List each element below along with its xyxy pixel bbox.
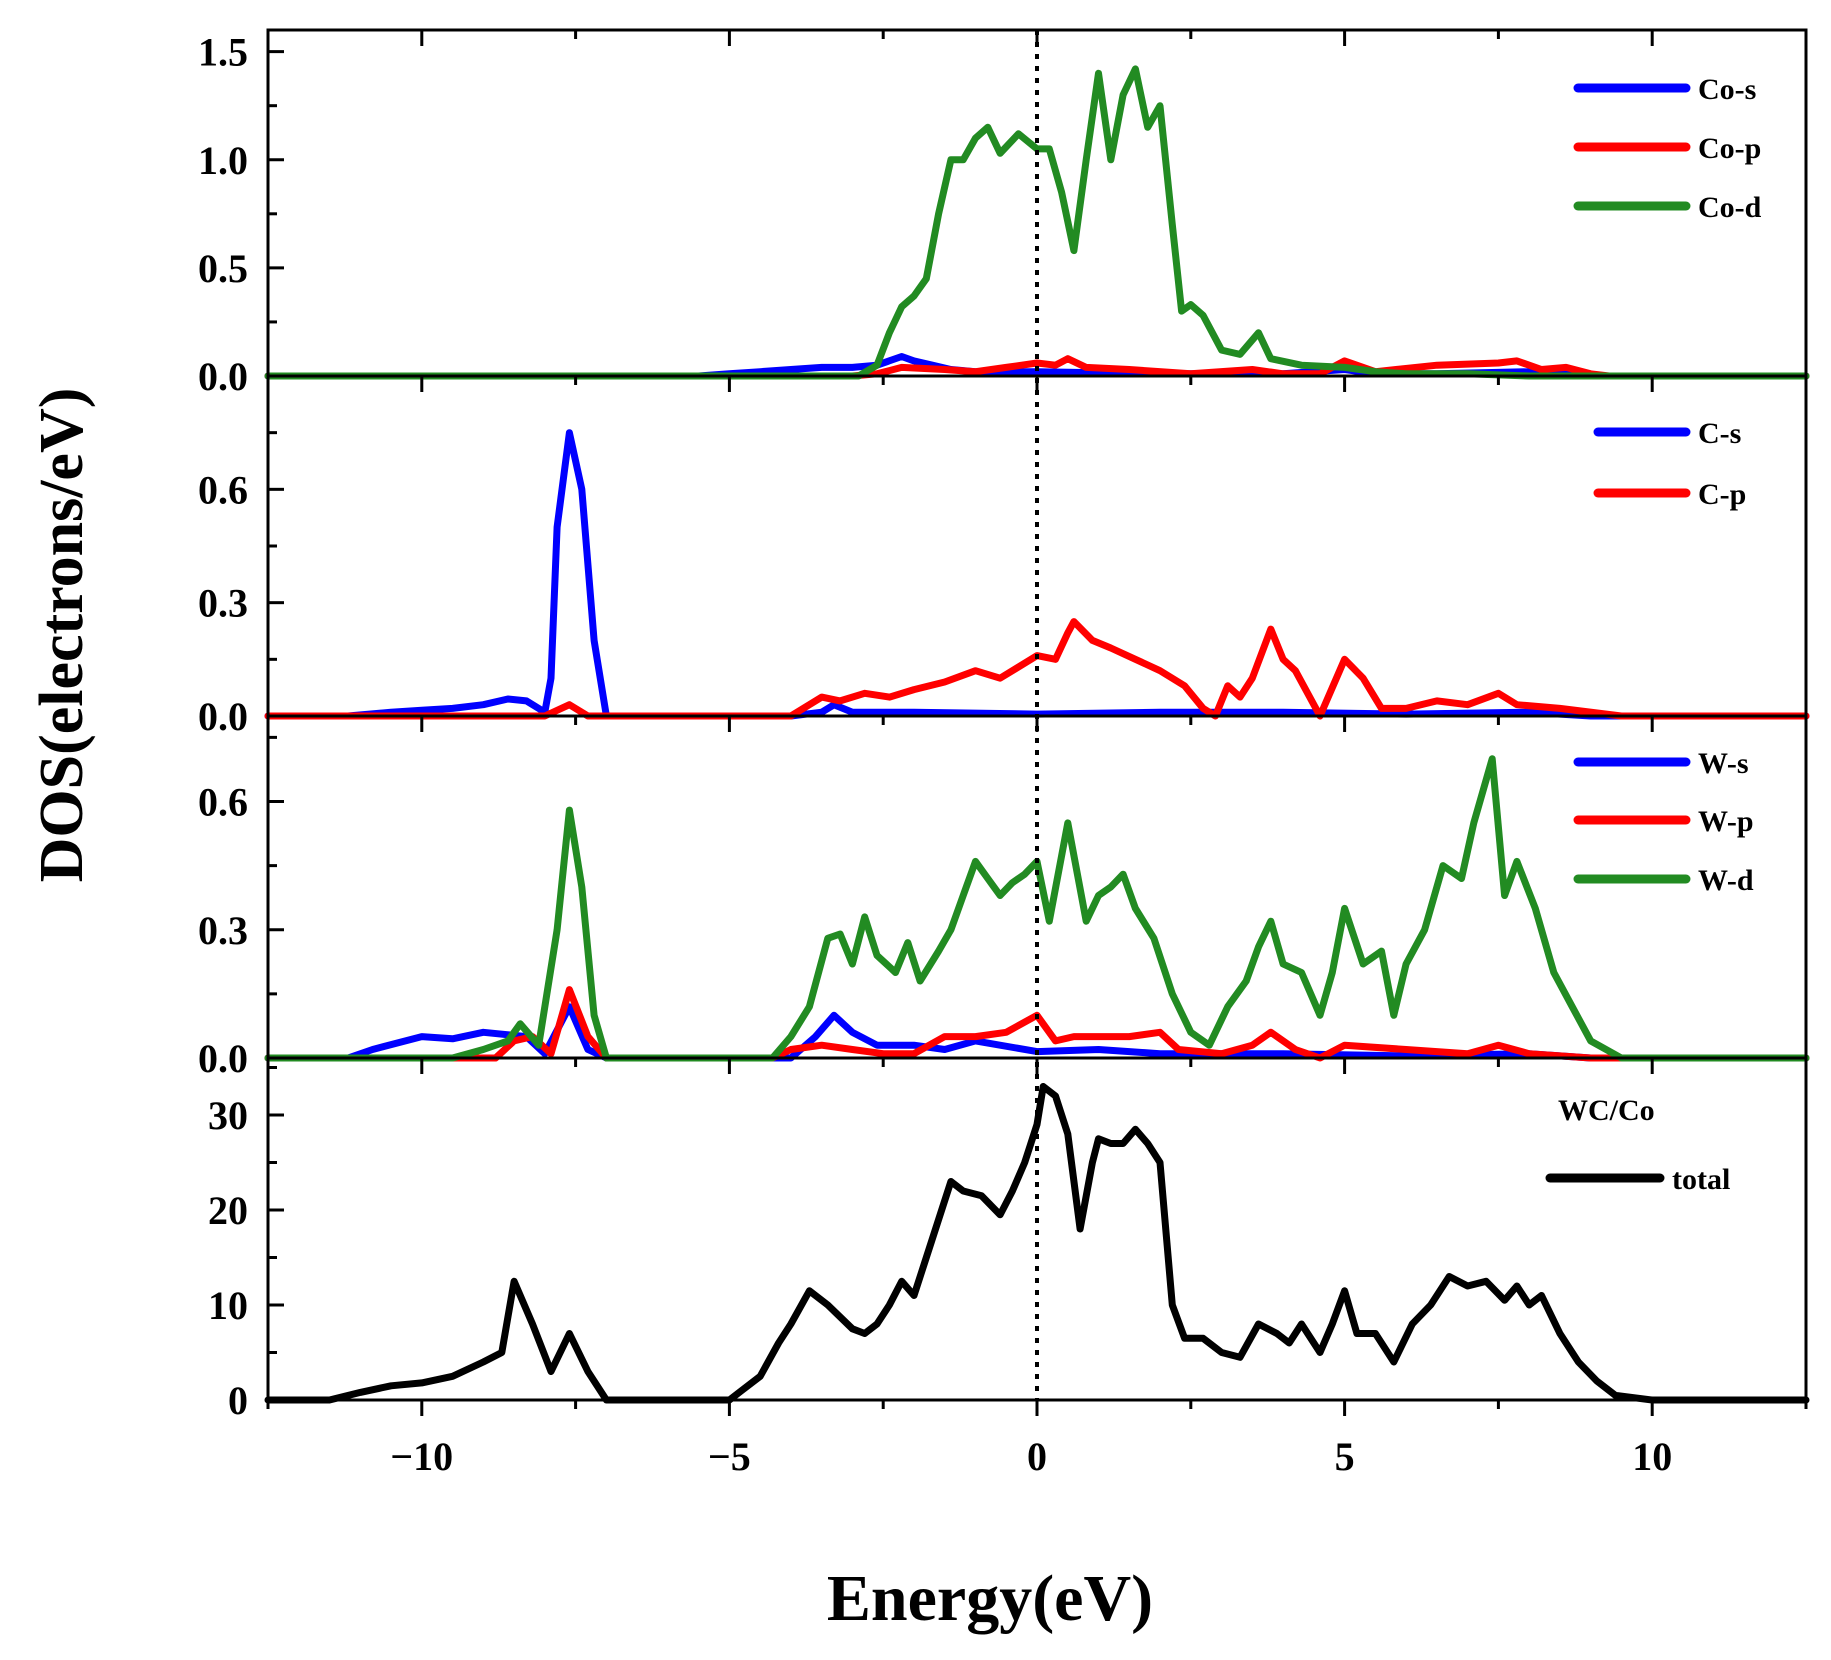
y-tick-label: 0.0	[198, 1036, 248, 1081]
legend-label-w-s: W-s	[1698, 747, 1749, 780]
panel-co: 0.0 0.5 1.0 1.5 Co-s Co-p Co-d	[198, 30, 1810, 399]
y-tick-label: 0.0	[198, 354, 248, 399]
legend-title: WC/Co	[1558, 1094, 1655, 1127]
legend-label-co-s: Co-s	[1698, 73, 1756, 106]
y-tick-label: 10	[208, 1283, 248, 1328]
y-tick-label: 1.0	[198, 138, 248, 183]
legend-label-w-d: W-d	[1698, 864, 1754, 897]
y-tick-label: 30	[208, 1093, 248, 1138]
legend-label-w-p: W-p	[1698, 805, 1754, 838]
series-w-p	[264, 986, 1810, 1062]
series-w-d	[264, 755, 1810, 1062]
y-tick-label: 0.3	[198, 908, 248, 953]
y-tick-label: 1.5	[198, 30, 248, 75]
x-tick-label: 0	[1027, 1434, 1047, 1479]
x-tick-label: −5	[708, 1434, 751, 1479]
x-tick-label: −10	[390, 1434, 453, 1479]
y-tick-label: 0.3	[198, 581, 248, 626]
x-axis: −10 −5 0 5 10	[266, 1400, 1808, 1479]
y-tick-label: 0	[228, 1378, 248, 1423]
legend-label-c-p: C-p	[1698, 478, 1746, 511]
legend-label-co-p: Co-p	[1698, 132, 1761, 165]
panels-layer: 0.00.51.01.5Co-sCo-pCo-d0.00.30.6C-sC-p0…	[198, 30, 1810, 1423]
series-c-p	[264, 618, 1810, 720]
series-w-s	[264, 1003, 1810, 1062]
y-tick-label: 0.5	[198, 246, 248, 291]
panel-w: 0.0 0.3 0.6 W-s W-p W-d	[198, 716, 1810, 1081]
y-tick-label: 20	[208, 1188, 248, 1233]
series-total	[264, 1083, 1810, 1404]
y-tick-label: 0.6	[198, 780, 248, 825]
x-tick-label: 5	[1335, 1434, 1355, 1479]
legend-label-total: total	[1672, 1163, 1730, 1196]
legend-label-c-s: C-s	[1698, 417, 1741, 450]
panel-frame-total	[266, 1056, 1808, 1402]
series-co-p	[264, 355, 1810, 380]
y-tick-label: 0.0	[198, 694, 248, 739]
y-axis-title: DOS(electrons/eV)	[28, 388, 96, 883]
x-tick-label: 10	[1632, 1434, 1672, 1479]
y-tick-label: 0.6	[198, 467, 248, 512]
plot-frame	[266, 28, 1808, 1402]
series-co-d	[264, 65, 1810, 380]
x-axis-title: Energy(eV)	[827, 1562, 1153, 1635]
series-c-s	[264, 429, 1810, 720]
panel-total: 0 10 20 30 WC/Co total	[208, 1058, 1810, 1423]
panel-c: 0.0 0.3 0.6 C-s C-p	[198, 376, 1810, 739]
legend-label-co-d: Co-d	[1698, 191, 1762, 224]
